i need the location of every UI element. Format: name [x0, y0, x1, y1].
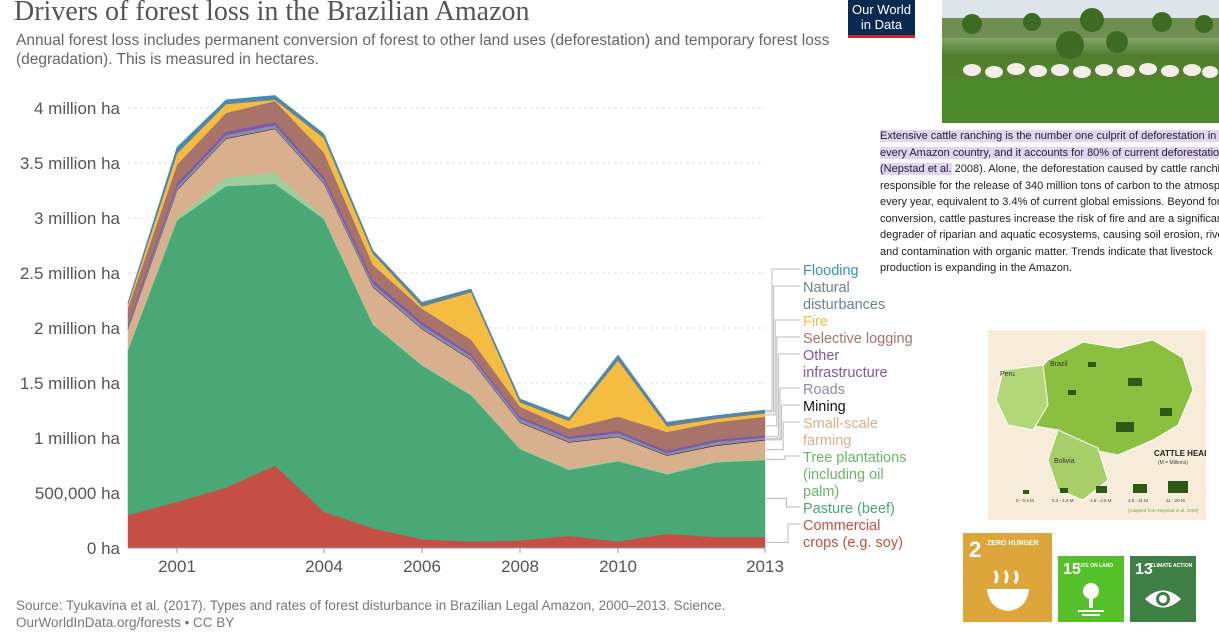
y-axis-ticks: 0 ha 500,000 ha 1 million ha 1.5 million ha… [20, 99, 121, 558]
y-tick-label: 3 million ha [34, 209, 121, 228]
map-scale-5: 11 - 20 M [1166, 498, 1185, 503]
article-line: and contamination with organic matter. T… [880, 245, 1213, 258]
sdg-label: LIFE ON LAND [1078, 563, 1113, 569]
cattle-map-illustration: Peru Brazil Bolivia CATTLE HEADS (M = Mi… [995, 339, 1206, 513]
x-axis-ticks: 2001 2004 2006 2008 2010 2013 [128, 547, 784, 576]
article-line: conversion, cattle pastures increase the… [880, 212, 1219, 225]
legend-connector [766, 268, 800, 411]
legend-label: (including oil [803, 467, 884, 483]
legend-label: crops (e.g. soy) [803, 535, 903, 551]
legend-connector [766, 404, 800, 441]
source-note: Source: Tyukavina et al. (2017). Types a… [16, 597, 725, 631]
legend-connector [766, 523, 800, 543]
eye-globe-icon [1145, 590, 1181, 608]
cattle-photo-illustration [942, 0, 1219, 123]
legend-label: Roads [803, 382, 845, 398]
owid-logo[interactable]: Our World in Data [848, 0, 915, 38]
map-scale-2: 0.4 - 1.6 M [1052, 498, 1074, 503]
map-label-brazil: Brazil [1050, 361, 1068, 368]
y-tick-label: 0 ha [87, 539, 121, 558]
y-tick-label: 2.5 million ha [20, 264, 121, 283]
y-tick-label: 4 million ha [34, 99, 121, 118]
legend-connector [766, 319, 800, 416]
map-label-peru: Peru [1000, 371, 1015, 378]
legend: FloodingNaturaldisturbancesFireSelective… [766, 263, 913, 551]
sdg-13-climate-action: 13 CLIMATE ACTION [1130, 556, 1196, 622]
map-scale-4: 4.5 - 11 M [1128, 498, 1148, 503]
legend-connector [766, 421, 800, 451]
legend-label: Selective logging [803, 331, 913, 347]
highlight-ref: (Nepstad et al. [880, 163, 952, 175]
legend-label: Pasture (beef) [803, 501, 895, 517]
tree-icon [1078, 583, 1104, 616]
map-credit: (Adapted from Nepstad et al. 2008) [1128, 508, 1199, 513]
x-tick-label: 2006 [403, 557, 441, 576]
legend-label: Small-scale [803, 416, 878, 432]
legend-label: palm) [803, 484, 839, 500]
x-tick-label: 2013 [746, 557, 784, 576]
legend-connector [766, 498, 800, 508]
sdg-label: ZERO HUNGER [987, 540, 1039, 547]
article-line: production is expanding in the Amazon. [880, 262, 1073, 274]
legend-label: Fire [803, 314, 828, 330]
legend-label: disturbances [803, 297, 885, 313]
article-line: 2008). Alone, the deforestation caused b… [951, 163, 1219, 175]
legend-connector [766, 387, 800, 440]
legend-label: Natural [803, 280, 850, 296]
source-text: Source: Tyukavina et al. (2017). Types a… [16, 598, 726, 613]
legend-connector [766, 455, 800, 460]
stacked-area-chart: 0 ha 500,000 ha 1 million ha 1.5 million ha… [20, 95, 913, 576]
legend-label: Tree plantations [803, 450, 906, 466]
x-tick-label: 2010 [599, 557, 637, 576]
sdg-number: 13 [1135, 561, 1153, 578]
map-legend-sub: (M = Millions) [1158, 460, 1188, 466]
highlight-line: Extensive cattle ranching is the number … [880, 130, 1219, 142]
x-tick-label: 2004 [305, 557, 343, 576]
map-legend-title: CATTLE HEADS [1154, 449, 1206, 458]
y-tick-label: 2 million ha [34, 319, 121, 338]
legend-label: infrastructure [803, 365, 888, 381]
x-tick-label: 2008 [501, 557, 539, 576]
legend-label: Flooding [803, 263, 859, 279]
legend-connector [766, 353, 800, 437]
article-line: responsible for the release of 340 milli… [880, 179, 1219, 192]
article-line: degrader of riparian and aquatic ecosyst… [880, 229, 1219, 241]
article-line: every year, equivalent to 3.4% of curren… [880, 196, 1219, 208]
cattle-photo [942, 0, 1219, 123]
logo-line-1: Our World [852, 2, 911, 17]
bowl-icon [987, 570, 1029, 611]
page-title: Drivers of forest loss in the Brazilian … [14, 0, 530, 27]
x-tick-label: 2001 [158, 557, 196, 576]
map-label-bolivia: Bolivia [1054, 458, 1075, 465]
y-tick-label: 1.5 million ha [20, 374, 121, 393]
legend-connector [766, 336, 800, 427]
highlight-line: every Amazon country, and it accounts fo… [880, 146, 1219, 159]
legend-label: Mining [803, 399, 846, 415]
sdg-label: CLIMATE ACTION [1150, 563, 1193, 569]
map-scale-3: 1.6 - 4.5 M [1090, 498, 1112, 503]
map-scale-1: 0 - 0.4 M [1016, 498, 1034, 503]
y-tick-label: 500,000 ha [35, 484, 121, 503]
area-flooding [127, 95, 766, 424]
chart-subtitle: Annual forest loss includes permanent co… [16, 32, 830, 68]
y-tick-label: 3.5 million ha [20, 154, 121, 173]
sdg-15-life-on-land: 15 LIFE ON LAND [1058, 556, 1124, 622]
cattle-map: Peru Brazil Bolivia CATTLE HEADS (M = Mi… [988, 330, 1206, 520]
legend-label: farming [803, 433, 851, 449]
sdg-2-zero-hunger: 2 ZERO HUNGER [963, 533, 1052, 622]
article-text: Extensive cattle ranching is the number … [880, 128, 1219, 277]
area-series [127, 95, 766, 549]
legend-label: Other [803, 348, 839, 364]
license-text[interactable]: OurWorldInData.org/forests • CC BY [16, 615, 235, 630]
logo-line-2: in Data [860, 17, 903, 32]
y-tick-label: 1 million ha [34, 429, 121, 448]
sdg-number: 2 [969, 537, 982, 562]
legend-connector [766, 285, 800, 413]
legend-label: Commercial [803, 518, 880, 534]
sdg-number: 15 [1063, 561, 1081, 578]
